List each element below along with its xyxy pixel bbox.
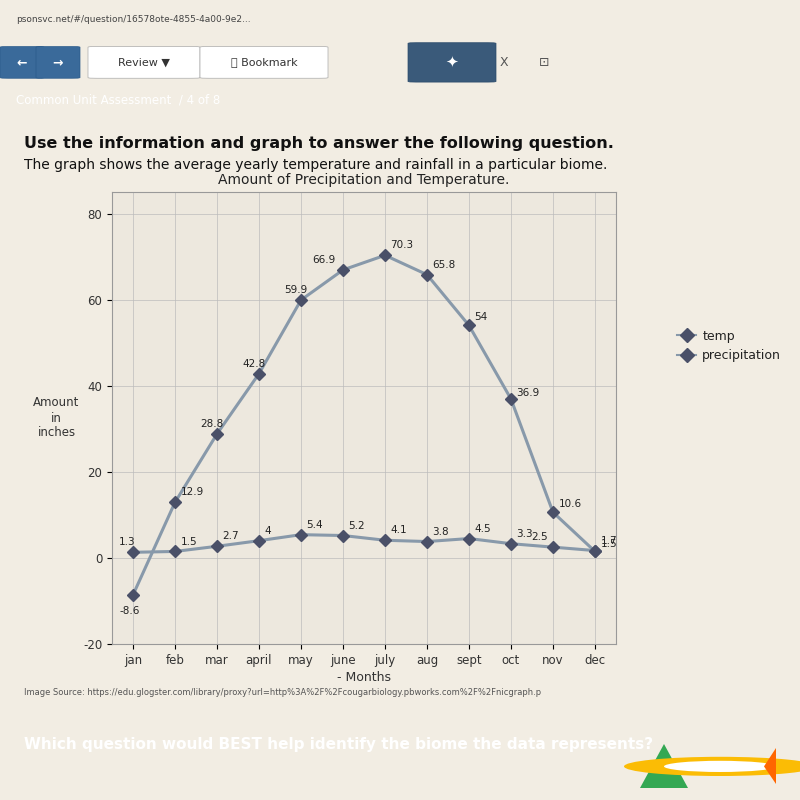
Text: ⊡: ⊡ xyxy=(538,56,550,69)
Title: Amount of Precipitation and Temperature.: Amount of Precipitation and Temperature. xyxy=(218,173,510,186)
Text: -8.6: -8.6 xyxy=(119,606,139,616)
FancyBboxPatch shape xyxy=(88,46,200,78)
Text: 🔖 Bookmark: 🔖 Bookmark xyxy=(230,58,298,67)
Circle shape xyxy=(624,757,800,776)
Text: Review ▼: Review ▼ xyxy=(118,58,170,67)
Text: 10.6: 10.6 xyxy=(558,498,582,509)
Text: Which question would BEST help identify the biome the data represents?: Which question would BEST help identify … xyxy=(24,737,653,751)
Text: 4: 4 xyxy=(265,526,271,536)
X-axis label: - Months: - Months xyxy=(337,671,391,684)
Text: ✦: ✦ xyxy=(446,55,458,70)
Text: 1.5: 1.5 xyxy=(601,539,617,550)
Y-axis label: Amount
in
inches: Amount in inches xyxy=(34,397,80,439)
FancyBboxPatch shape xyxy=(200,46,328,78)
Text: 42.8: 42.8 xyxy=(242,358,266,369)
Text: →: → xyxy=(53,56,63,69)
Text: 36.9: 36.9 xyxy=(517,388,540,398)
Text: 66.9: 66.9 xyxy=(313,255,336,265)
FancyBboxPatch shape xyxy=(36,46,80,78)
Text: 70.3: 70.3 xyxy=(390,240,414,250)
Text: 59.9: 59.9 xyxy=(284,285,307,295)
Polygon shape xyxy=(640,744,688,788)
Text: 65.8: 65.8 xyxy=(433,260,456,270)
Text: 2.5: 2.5 xyxy=(530,532,547,542)
Text: 2.7: 2.7 xyxy=(222,531,239,542)
Text: The graph shows the average yearly temperature and rainfall in a particular biom: The graph shows the average yearly tempe… xyxy=(24,158,607,172)
Text: 28.8: 28.8 xyxy=(200,419,223,429)
Text: 1.5: 1.5 xyxy=(181,537,197,546)
Text: 3.8: 3.8 xyxy=(433,526,449,537)
Text: psonsvc.net/#/question/16578ote-4855-4a00-9e2...: psonsvc.net/#/question/16578ote-4855-4a0… xyxy=(16,14,250,24)
Legend: temp, precipitation: temp, precipitation xyxy=(672,325,786,367)
Text: 4.5: 4.5 xyxy=(474,523,491,534)
Text: 54: 54 xyxy=(474,312,488,322)
Circle shape xyxy=(664,761,776,772)
FancyBboxPatch shape xyxy=(408,42,496,82)
Text: Use the information and graph to answer the following question.: Use the information and graph to answer … xyxy=(24,135,614,150)
FancyBboxPatch shape xyxy=(0,46,44,78)
Text: 4.1: 4.1 xyxy=(390,526,407,535)
Text: 1.3: 1.3 xyxy=(119,538,136,547)
Polygon shape xyxy=(764,748,776,784)
Text: 5.2: 5.2 xyxy=(349,521,365,530)
Text: Common Unit Assessment  / 4 of 8: Common Unit Assessment / 4 of 8 xyxy=(16,94,220,107)
Text: ←: ← xyxy=(17,56,27,69)
Text: Image Source: https://edu.glogster.com/library/proxy?url=http%3A%2F%2Fcougarbiol: Image Source: https://edu.glogster.com/l… xyxy=(24,688,541,697)
Text: X: X xyxy=(500,56,508,69)
Text: 1.7: 1.7 xyxy=(601,536,617,546)
Text: 5.4: 5.4 xyxy=(306,520,323,530)
Text: 3.3: 3.3 xyxy=(517,529,533,538)
Text: 12.9: 12.9 xyxy=(181,487,204,498)
